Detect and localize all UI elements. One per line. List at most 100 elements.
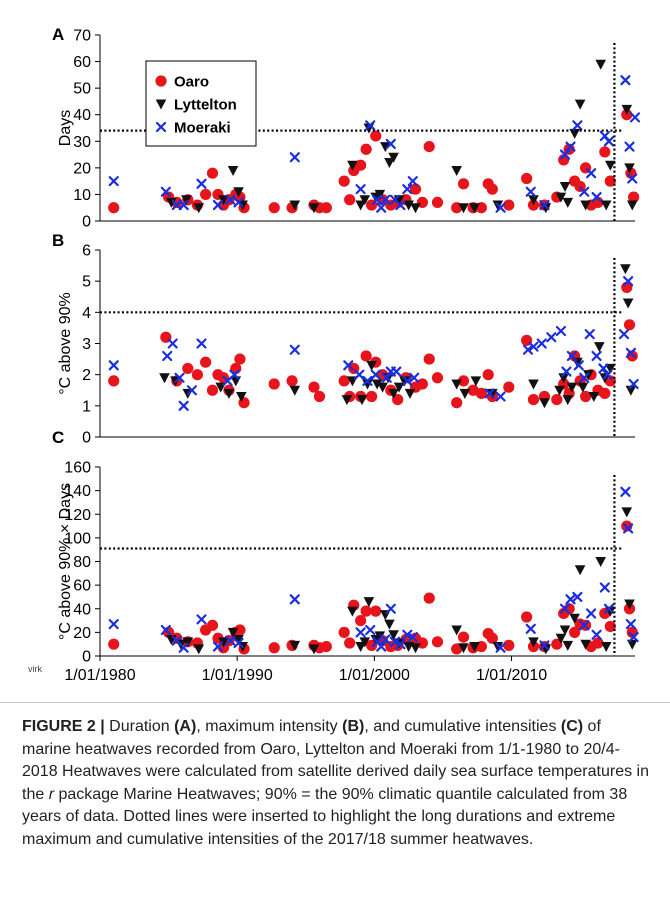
data-point-lyttelton [159, 373, 170, 384]
data-point-lyttelton [359, 195, 371, 206]
y-tick-label: 0 [82, 649, 91, 666]
data-point-moeraki [389, 636, 401, 647]
data-point-lyttelton [624, 599, 635, 610]
data-point-oaro [451, 397, 463, 409]
data-point-oaro [604, 620, 616, 633]
data-point-lyttelton [193, 203, 205, 214]
data-point-moeraki [555, 325, 567, 337]
data-point-lyttelton [374, 189, 386, 200]
data-point-oaro [355, 614, 367, 627]
data-point-oaro [486, 632, 498, 644]
data-point-lyttelton [605, 363, 616, 374]
data-point-oaro [604, 175, 616, 187]
caption-panel-c: (C) [560, 718, 584, 735]
data-point-oaro [431, 196, 444, 208]
panel-label: A [52, 25, 64, 44]
data-point-lyttelton [562, 640, 574, 651]
y-tick-label: 20 [73, 625, 91, 642]
data-point-oaro [308, 381, 320, 393]
data-point-oaro [431, 372, 444, 384]
data-point-oaro [366, 390, 378, 403]
y-tick-label: 100 [64, 530, 91, 547]
y-tick-label: 4 [82, 305, 91, 322]
legend-marker [155, 99, 167, 110]
data-point-lyttelton [558, 373, 569, 384]
data-point-lyttelton [555, 633, 567, 644]
y-tick-label: 6 [82, 243, 91, 260]
data-point-lyttelton [451, 166, 462, 177]
data-point-moeraki [186, 385, 198, 396]
data-point-oaro [475, 387, 487, 399]
data-point-oaro [599, 387, 611, 399]
data-point-lyttelton [459, 388, 471, 399]
data-point-lyttelton [193, 644, 205, 655]
data-point-oaro [457, 178, 470, 190]
data-point-lyttelton [574, 565, 586, 576]
data-point-oaro [313, 390, 326, 403]
data-point-lyttelton [388, 152, 399, 163]
data-point-lyttelton [308, 644, 320, 655]
data-point-moeraki [355, 627, 366, 638]
data-point-lyttelton [233, 634, 244, 645]
data-point-moeraki [484, 388, 495, 399]
data-point-oaro [457, 375, 470, 387]
y-tick-label: 140 [64, 483, 91, 500]
caption-text: package Marine Heatwaves; 90% = the 90% … [22, 785, 628, 848]
data-point-moeraki [495, 391, 506, 402]
data-point-oaro [200, 188, 212, 201]
caption-panel-b: (B) [342, 718, 365, 735]
panel-label: C [52, 428, 64, 447]
data-point-lyttelton [347, 606, 358, 617]
y-tick-label: 60 [73, 578, 91, 595]
data-point-moeraki [167, 338, 178, 349]
data-point-moeraki [402, 629, 413, 640]
data-point-lyttelton [577, 382, 589, 393]
y-tick-label: 160 [64, 460, 91, 477]
data-point-lyttelton [227, 627, 239, 638]
data-point-oaro [416, 378, 428, 390]
y-axis-label: Days [57, 110, 74, 146]
data-point-oaro [409, 183, 422, 195]
data-point-moeraki [620, 75, 631, 86]
data-point-lyttelton [388, 388, 399, 399]
data-point-oaro [457, 631, 470, 643]
data-point-lyttelton [539, 398, 550, 409]
data-point-moeraki [628, 631, 639, 643]
data-point-lyttelton [594, 342, 605, 353]
data-point-moeraki [559, 603, 571, 614]
data-point-lyttelton [355, 200, 366, 211]
data-point-moeraki [623, 276, 634, 287]
data-point-moeraki [525, 623, 536, 634]
data-point-moeraki [591, 350, 602, 362]
data-point-moeraki [365, 120, 376, 131]
data-point-moeraki [385, 603, 396, 614]
data-point-oaro [503, 199, 515, 211]
data-point-moeraki [376, 641, 387, 652]
data-point-lyttelton [622, 298, 634, 309]
data-point-moeraki [196, 178, 207, 189]
data-point-lyttelton [580, 200, 591, 211]
data-point-lyttelton [555, 192, 567, 203]
data-point-moeraki [625, 347, 636, 358]
data-point-lyttelton [528, 195, 539, 206]
data-point-oaro [592, 637, 604, 649]
data-point-oaro [423, 141, 435, 153]
data-point-moeraki [591, 629, 602, 640]
data-point-moeraki [566, 350, 577, 362]
data-point-moeraki [402, 184, 413, 195]
data-point-lyttelton [359, 637, 371, 648]
data-point-lyttelton [458, 203, 469, 214]
data-point-lyttelton [366, 360, 377, 371]
data-point-lyttelton [569, 613, 580, 624]
figure-caption: FIGURE 2 | Duration (A), maximum intensi… [22, 716, 652, 852]
data-point-lyttelton [559, 625, 571, 636]
data-point-oaro [416, 637, 428, 649]
data-point-lyttelton [621, 104, 633, 115]
data-point-lyttelton [384, 158, 395, 169]
data-point-moeraki [565, 594, 576, 605]
data-point-lyttelton [574, 99, 586, 110]
data-point-moeraki [289, 594, 300, 605]
data-point-lyttelton [403, 200, 414, 211]
data-point-oaro [320, 202, 332, 214]
data-point-lyttelton [393, 382, 405, 393]
